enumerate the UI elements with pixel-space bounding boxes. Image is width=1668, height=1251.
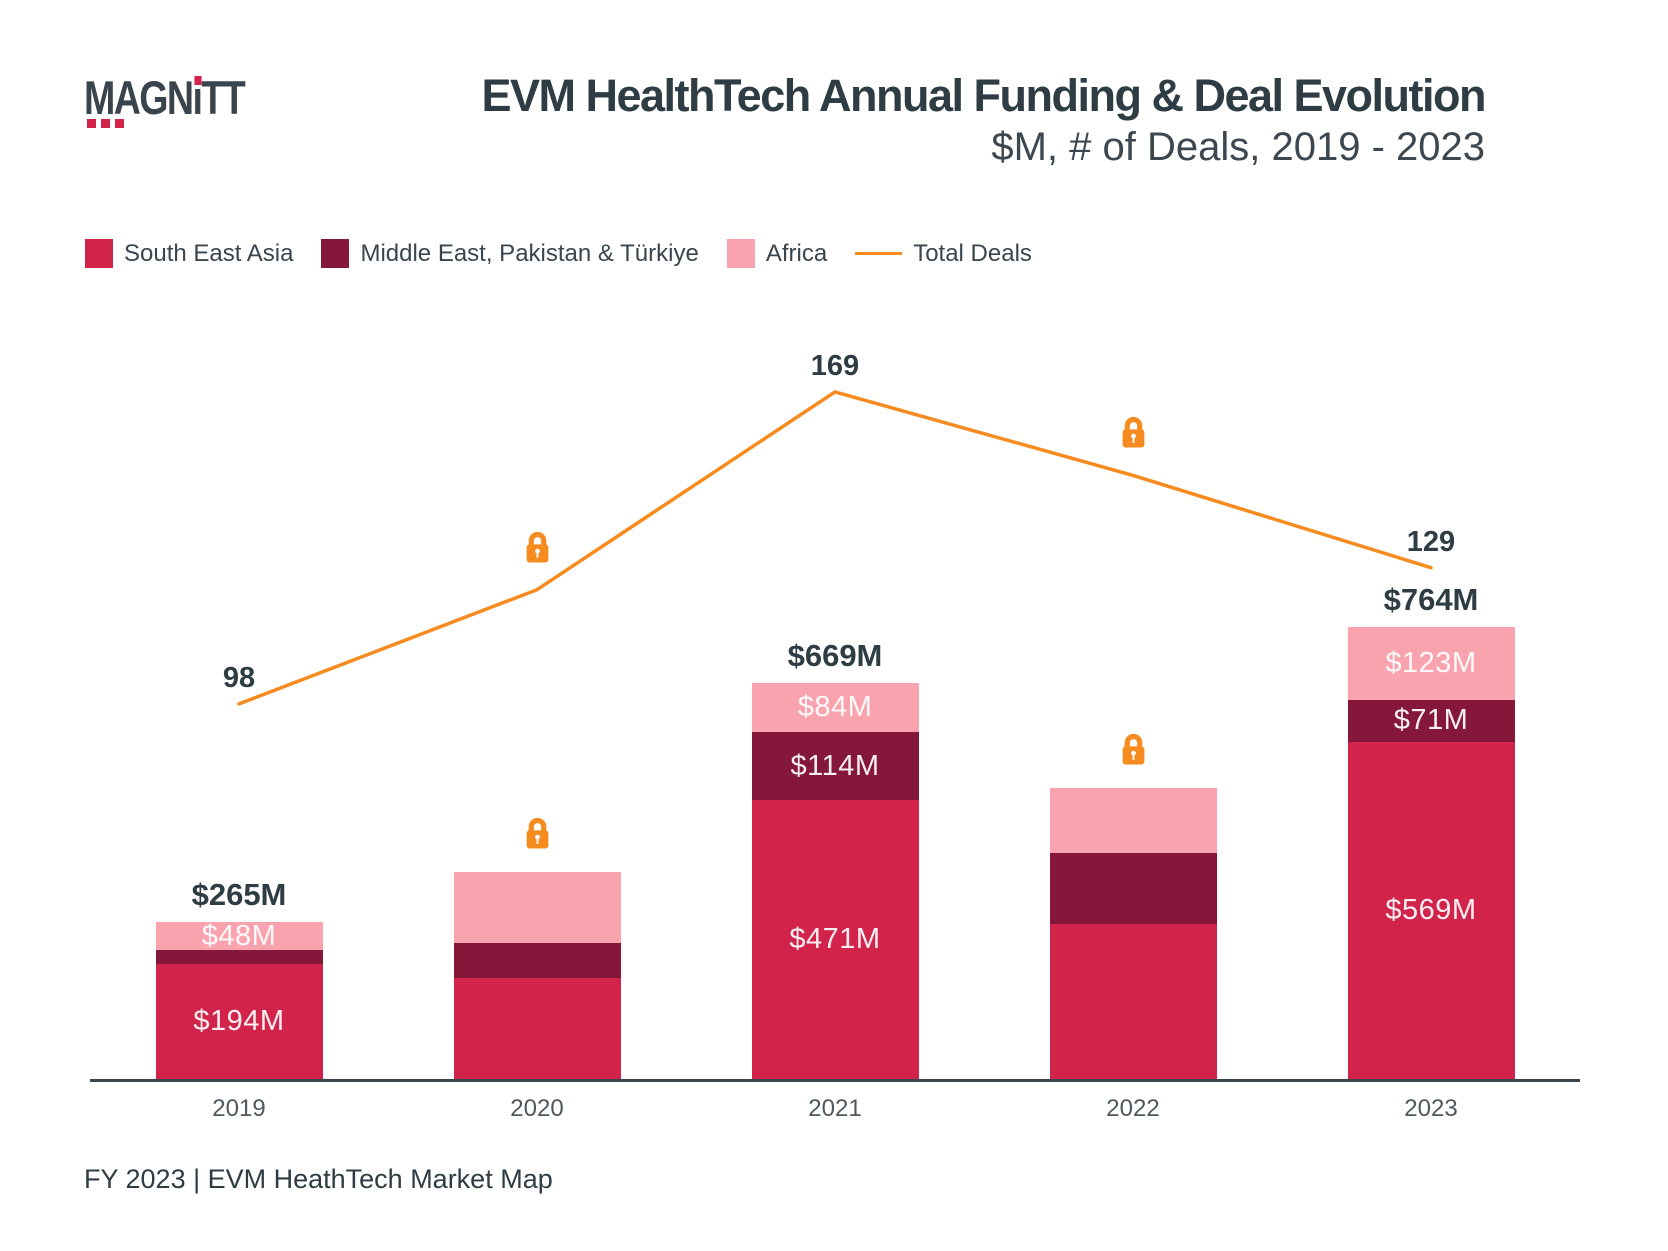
x-axis-label-2019: 2019 [212,1095,266,1122]
legend-item-total-deals: Total Deals [855,240,1032,268]
legend-item-africa: Africa [726,239,828,268]
legend-color-swatch [726,239,755,268]
footer-source-note: FY 2023 | EVM HeathTech Market Map [84,1164,553,1194]
bar-segment-south-east-asia-2020 [453,978,621,1079]
x-axis-label-2021: 2021 [808,1095,862,1122]
bar-segment-africa-2019: $48M [155,919,323,952]
bar-segment-middle-east-pakistan-t-rkiye-2022 [1049,852,1217,924]
bar-segment-africa-2021: $84M [751,682,919,733]
bar-segment-south-east-asia-2022 [1049,923,1217,1079]
bar-segment-south-east-asia-2023: $569M [1347,741,1515,1079]
bar-segment-middle-east-pakistan-t-rkiye-2023: $71M [1347,699,1515,742]
lock-icon-bar-2020 [524,816,551,852]
x-axis-label-2020: 2020 [510,1095,564,1122]
total-deals-line [237,390,1433,706]
legend-label: Africa [765,239,828,267]
magnitt-logo-text: MAGNı TT [84,71,246,124]
total-funding-label-2023: $764M [1383,581,1479,617]
page-title: EVM HealthTech Annual Funding & Deal Evo… [481,70,1486,121]
segment-value-label: $123M [1385,646,1477,679]
bar-column-2023: $569M $71M $123M $764M 129 2023 [1282,330,1580,1122]
total-funding-label-2021: $669M [787,637,883,673]
lock-icon-bar-2022 [1120,732,1147,768]
legend-label: Total Deals [913,239,1032,267]
bar-segment-africa-2023: $123M [1347,626,1515,700]
legend-color-swatch [85,239,113,268]
segment-value-label: $71M [1393,704,1469,737]
total-funding-label-2019: $265M [191,877,287,912]
logo-letter-i: ı [192,71,202,124]
bar-segment-africa-2020 [453,872,621,944]
x-axis-label-2023: 2023 [1404,1095,1458,1122]
bar-segment-africa-2022 [1049,787,1217,853]
bar-column-2021: $471M $114M $84M $669M 169 2021 [686,330,984,1122]
total-deals-label-2019: 98 [222,661,256,694]
bar-column-2020: 2020 [388,330,686,1122]
title-block: EVM HealthTech Annual Funding & Deal Evo… [481,70,1486,172]
bar-segment-south-east-asia-2021: $471M [751,799,919,1079]
bar-column-2019: $194M $48M $265M 98 2019 [90,330,388,1122]
bar-segment-middle-east-pakistan-t-rkiye-2019 [155,950,323,965]
x-axis-label-2022: 2022 [1106,1095,1160,1122]
legend-item-south-east-asia: South East Asia [85,239,293,268]
legend-item-middle-east-pakistan-t-rkiye: Middle East, Pakistan & Türkiye [321,239,699,268]
legend-label: Middle East, Pakistan & Türkiye [360,239,699,267]
segment-value-label: $48M [201,919,277,952]
legend-label: South East Asia [124,239,294,267]
total-deals-label-2023: 129 [1406,525,1456,558]
segment-value-label: $471M [789,922,881,955]
total-deals-label-2021: 169 [810,349,860,382]
legend-color-swatch [321,239,350,268]
bar-segment-middle-east-pakistan-t-rkiye-2020 [453,943,621,979]
bar-segment-middle-east-pakistan-t-rkiye-2021: $114M [751,732,919,800]
funding-deals-chart: $194M $48M $265M 98 2019 2020 $471M $114M $84M $6… [90,330,1580,1122]
legend-line-swatch [855,252,903,255]
segment-value-label: $114M [790,749,880,782]
legend: South East Asia Middle East, Pakistan & T… [85,239,1032,268]
bar-segment-south-east-asia-2019: $194M [155,964,323,1079]
lock-icon-line-2022 [1120,415,1147,451]
segment-value-label: $194M [193,1005,285,1038]
segment-value-label: $569M [1385,893,1477,926]
page-subtitle: $M, # of Deals, 2019 - 2023 [991,125,1485,169]
magnitt-logo: MAGNı TT [84,71,284,128]
x-axis-line [90,1079,1580,1082]
lock-icon-line-2020 [524,530,551,566]
bar-column-2022: 2022 [984,330,1282,1122]
segment-value-label: $84M [797,691,873,723]
